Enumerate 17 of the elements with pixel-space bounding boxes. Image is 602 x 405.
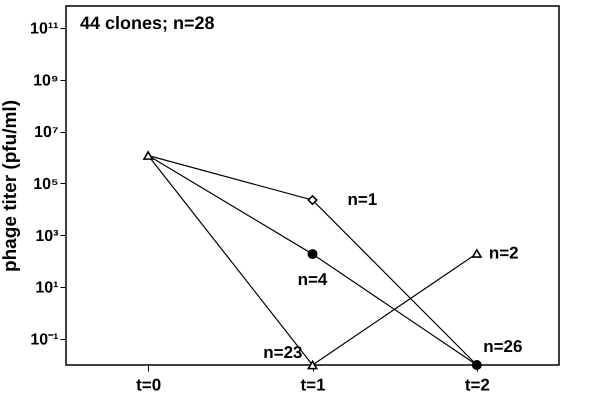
x-tick-label: t=1: [300, 376, 326, 394]
y-axis-title: phage titer (pfu/ml): [0, 100, 22, 272]
annotation: n=4: [298, 270, 328, 290]
annotation: 44 clones; n=28: [80, 13, 215, 33]
annotation: n=23: [263, 343, 302, 362]
y-tick-label: 10⁵: [33, 176, 58, 193]
y-tick-label: 10⁹: [33, 72, 58, 90]
y-tick-label: 10³: [35, 228, 58, 245]
x-tick-label: t=2: [464, 376, 490, 394]
y-tick-label: 10⁻¹: [30, 332, 58, 349]
y-tick-label: 10¹: [35, 280, 58, 297]
x-tick-label: t=0: [136, 376, 162, 394]
y-tick-label: 10⁷: [34, 124, 58, 142]
annotation: n=26: [483, 337, 522, 356]
annotation: n=1: [348, 190, 378, 210]
y-tick-label: 10¹¹: [30, 20, 58, 38]
annotation: n=2: [488, 243, 519, 262]
